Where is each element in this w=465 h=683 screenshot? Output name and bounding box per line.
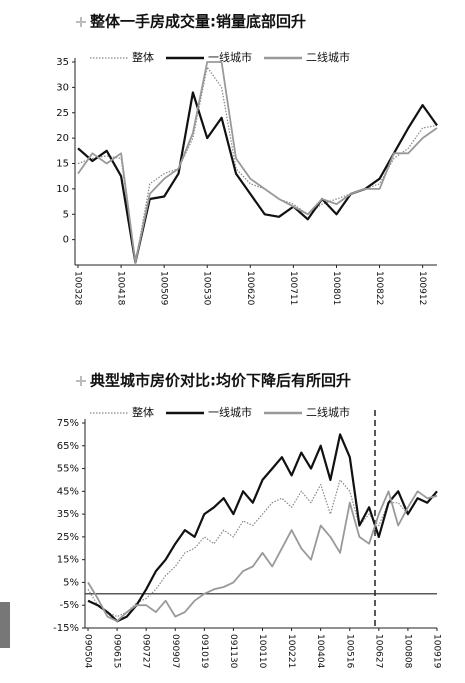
x-tick-label: 091019 bbox=[199, 634, 209, 669]
legend-label: 二线城市 bbox=[306, 50, 350, 64]
y-tick-label: 75% bbox=[57, 418, 79, 429]
y-tick-label: 10 bbox=[56, 184, 69, 195]
y-tick-label: 5% bbox=[63, 577, 79, 588]
x-tick-label: 100912 bbox=[417, 271, 427, 305]
x-tick-label: 100808 bbox=[402, 634, 412, 669]
series-line bbox=[87, 479, 438, 618]
series-line bbox=[87, 433, 438, 623]
y-tick-label: -15% bbox=[53, 623, 79, 634]
y-tick-label: 35 bbox=[56, 57, 69, 68]
x-tick-label: 100822 bbox=[374, 271, 384, 305]
legend-label: 一线城市 bbox=[208, 405, 252, 419]
y-tick-label: 20 bbox=[56, 133, 69, 144]
x-tick-label: 100516 bbox=[344, 634, 354, 669]
x-tick-label: 090907 bbox=[170, 634, 180, 668]
x-tick-label: 100509 bbox=[159, 271, 169, 306]
x-tick-label: 100627 bbox=[373, 634, 383, 668]
y-tick-label: 45% bbox=[57, 486, 79, 497]
chart-title: 整体一手房成交量:销量底部回升 bbox=[90, 13, 306, 31]
y-tick-label: 5 bbox=[63, 209, 69, 220]
y-tick-label: 15 bbox=[56, 159, 69, 170]
y-tick-label: 0 bbox=[63, 235, 69, 246]
x-tick-label: 100620 bbox=[245, 271, 255, 306]
x-tick-label: 100801 bbox=[331, 271, 341, 305]
x-tick-label: 091130 bbox=[228, 634, 238, 669]
x-tick-label: 090615 bbox=[112, 634, 122, 668]
x-tick-label: 100919 bbox=[432, 634, 442, 669]
series-line bbox=[87, 490, 438, 623]
x-tick-label: 100418 bbox=[116, 271, 126, 306]
x-tick-label: 100711 bbox=[288, 271, 298, 305]
legend-label: 二线城市 bbox=[306, 405, 350, 419]
side-block bbox=[0, 602, 10, 648]
x-tick-label: 100530 bbox=[202, 271, 212, 306]
y-tick-label: 35% bbox=[57, 509, 79, 520]
x-tick-label: 090727 bbox=[141, 634, 151, 668]
y-tick-label: 65% bbox=[57, 441, 79, 452]
y-tick-label: 25 bbox=[56, 108, 69, 119]
x-tick-label: 100221 bbox=[286, 634, 296, 668]
y-tick-label: 55% bbox=[57, 464, 79, 475]
chart-title: 典型城市房价对比:均价下降后有所回升 bbox=[90, 372, 351, 390]
y-tick-label: -5% bbox=[60, 600, 79, 611]
x-tick-label: 090504 bbox=[83, 634, 93, 669]
legend-label: 整体 bbox=[132, 50, 154, 64]
y-tick-label: 25% bbox=[57, 532, 79, 543]
x-tick-label: 100328 bbox=[73, 271, 83, 306]
series-line bbox=[77, 61, 438, 264]
legend-label: 一线城市 bbox=[208, 50, 252, 64]
legend-label: 整体 bbox=[132, 405, 154, 419]
x-tick-label: 100110 bbox=[257, 634, 267, 669]
y-tick-label: 30 bbox=[56, 82, 69, 93]
title-icon bbox=[76, 17, 86, 386]
x-tick-label: 100404 bbox=[315, 634, 325, 669]
y-tick-label: 15% bbox=[57, 555, 79, 566]
